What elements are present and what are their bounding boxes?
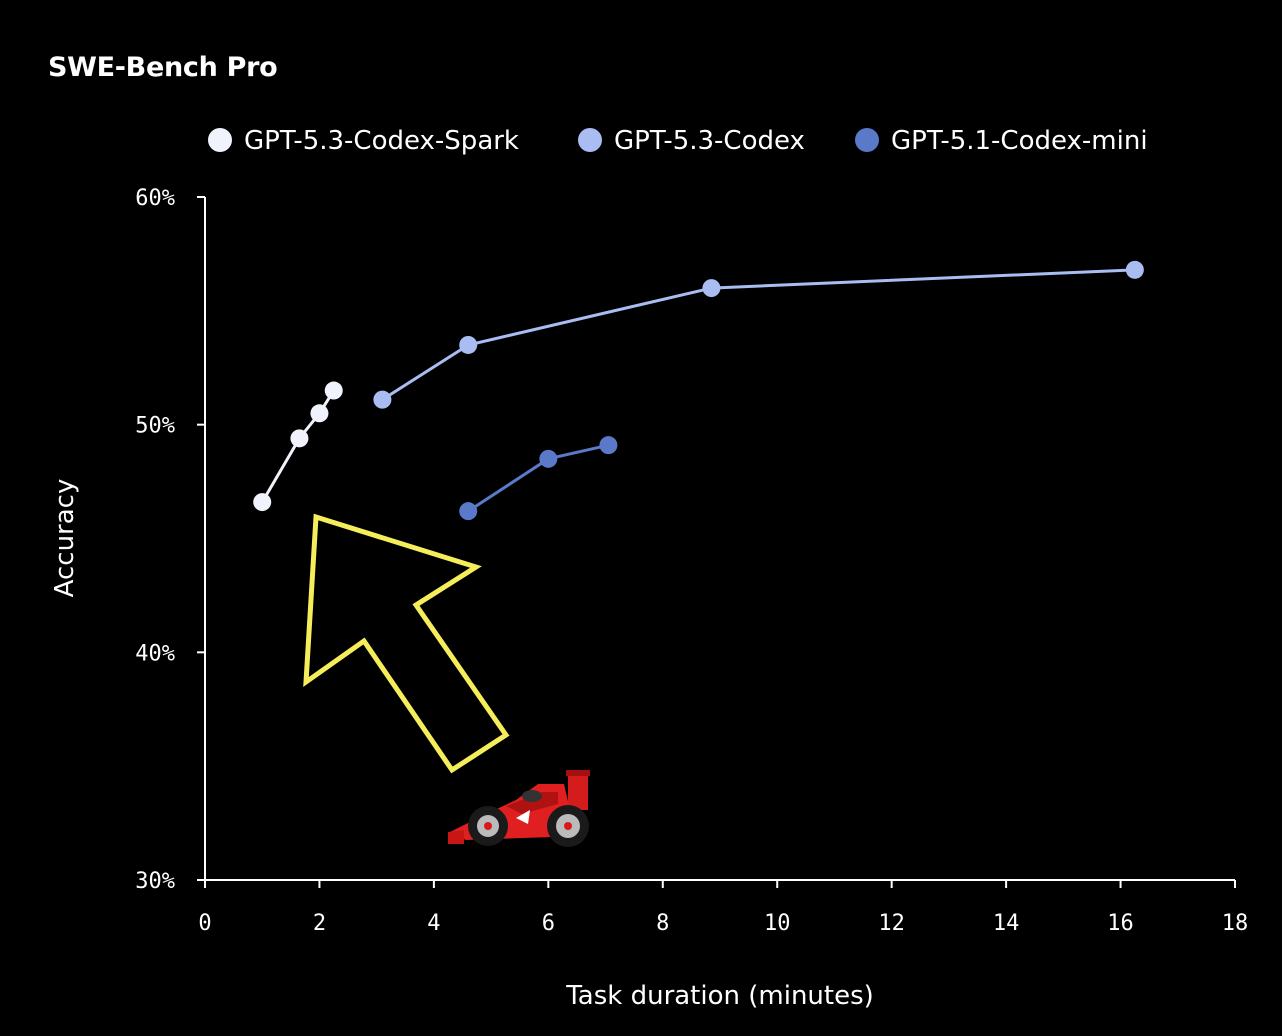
legend-marker <box>208 128 232 152</box>
legend-marker <box>578 128 602 152</box>
data-point <box>290 429 309 448</box>
legend-marker <box>855 128 879 152</box>
x-tick-label: 0 <box>198 911 211 936</box>
y-tick-label: 30% <box>135 869 175 894</box>
legend-label: GPT-5.1-Codex-mini <box>891 126 1148 156</box>
x-tick-label: 12 <box>878 911 905 936</box>
data-point <box>373 390 392 409</box>
data-point <box>539 449 558 468</box>
annotations <box>303 513 590 847</box>
series-0 <box>253 381 343 512</box>
data-point <box>253 493 272 512</box>
legend-item: GPT-5.3-Codex-Spark <box>208 126 519 156</box>
y-tick-label: 60% <box>135 186 175 211</box>
x-tick-label: 6 <box>542 911 555 936</box>
annotation-arrow <box>303 513 510 774</box>
y-tick-label: 50% <box>135 414 175 439</box>
series-line <box>260 389 336 503</box>
x-tick-label: 14 <box>993 911 1020 936</box>
legend-label: GPT-5.3-Codex <box>614 126 805 156</box>
data-point <box>1125 260 1144 279</box>
chart-title: SWE-Bench Pro <box>48 52 278 83</box>
series-2 <box>459 436 618 521</box>
x-tick-label: 8 <box>656 911 669 936</box>
y-tick-label: 40% <box>135 641 175 666</box>
data-point <box>310 404 329 423</box>
x-tick-label: 2 <box>313 911 326 936</box>
legend-item: GPT-5.3-Codex <box>578 126 805 156</box>
data-point <box>459 502 478 521</box>
series-line <box>381 268 1135 401</box>
data-point <box>459 335 478 354</box>
x-tick-label: 10 <box>764 911 791 936</box>
x-tick-label: 16 <box>1107 911 1134 936</box>
data-point <box>599 436 618 455</box>
legend: GPT-5.3-Codex-Spark GPT-5.3-Codex GPT-5.1-… <box>208 126 1148 156</box>
series-1 <box>373 260 1144 409</box>
series-layer <box>253 260 1144 521</box>
data-point <box>702 279 721 298</box>
legend-item: GPT-5.1-Codex-mini <box>855 126 1148 156</box>
series-line <box>467 443 609 513</box>
axes: 0 2 4 6 8 10 12 14 16 18 30% 40% 50% 60% Task duration… <box>50 186 1248 1011</box>
race-car-icon <box>448 770 590 847</box>
x-tick-label: 4 <box>427 911 440 936</box>
data-point <box>324 381 343 400</box>
y-axis-label: Accuracy <box>50 479 80 598</box>
x-axis-label: Task duration (minutes) <box>565 981 874 1011</box>
x-tick-label: 18 <box>1222 911 1249 936</box>
legend-label: GPT-5.3-Codex-Spark <box>244 126 519 156</box>
